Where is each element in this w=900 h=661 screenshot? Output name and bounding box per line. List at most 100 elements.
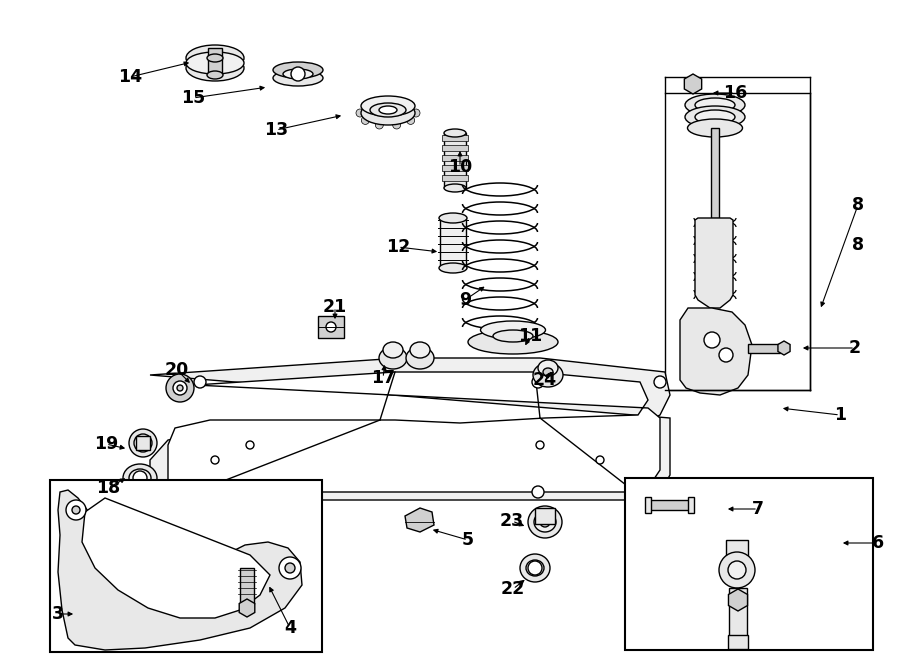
Ellipse shape: [134, 434, 152, 452]
Text: 19: 19: [94, 435, 118, 453]
Circle shape: [177, 385, 183, 391]
Text: 10: 10: [448, 158, 472, 176]
Bar: [318, 316, 344, 338]
Polygon shape: [680, 308, 752, 395]
Circle shape: [392, 121, 400, 129]
Bar: [645, 497, 651, 513]
Polygon shape: [58, 490, 302, 650]
Circle shape: [279, 557, 301, 579]
Text: 20: 20: [165, 361, 189, 379]
Ellipse shape: [383, 342, 403, 358]
Ellipse shape: [129, 469, 151, 487]
Ellipse shape: [186, 45, 244, 71]
Circle shape: [407, 116, 415, 124]
Ellipse shape: [685, 106, 745, 128]
Circle shape: [528, 561, 542, 575]
Text: 2: 2: [849, 339, 861, 357]
Ellipse shape: [439, 263, 467, 273]
Bar: [728, 635, 748, 649]
Bar: [748, 344, 780, 353]
Text: 15: 15: [181, 89, 205, 107]
Bar: [50, 480, 322, 652]
Text: 8: 8: [852, 236, 864, 254]
Bar: [208, 48, 222, 74]
Circle shape: [536, 441, 544, 449]
Ellipse shape: [444, 129, 466, 137]
Text: 5: 5: [462, 531, 474, 549]
Bar: [442, 165, 468, 171]
Polygon shape: [82, 498, 270, 618]
Circle shape: [407, 102, 415, 110]
Circle shape: [133, 471, 147, 485]
Bar: [444, 133, 466, 188]
Circle shape: [375, 97, 383, 105]
Bar: [136, 436, 150, 450]
Ellipse shape: [410, 342, 430, 358]
Ellipse shape: [688, 119, 742, 137]
Circle shape: [361, 102, 369, 110]
Circle shape: [173, 381, 187, 395]
Ellipse shape: [273, 62, 323, 78]
Bar: [442, 155, 468, 161]
Circle shape: [412, 109, 420, 117]
Circle shape: [392, 97, 400, 105]
Circle shape: [194, 486, 206, 498]
Circle shape: [194, 376, 206, 388]
Text: 22: 22: [501, 580, 525, 598]
Text: 23: 23: [500, 512, 524, 530]
Ellipse shape: [685, 94, 745, 116]
Circle shape: [326, 322, 336, 332]
Circle shape: [356, 109, 364, 117]
Text: 21: 21: [323, 298, 347, 316]
Bar: [535, 508, 555, 524]
Ellipse shape: [695, 110, 735, 124]
Circle shape: [285, 563, 295, 573]
Text: 8: 8: [852, 196, 864, 214]
Ellipse shape: [543, 368, 553, 376]
Ellipse shape: [534, 512, 556, 532]
Text: 17: 17: [371, 369, 395, 387]
Ellipse shape: [361, 101, 415, 125]
Bar: [442, 135, 468, 141]
Bar: [442, 145, 468, 151]
Circle shape: [728, 561, 746, 579]
Circle shape: [532, 376, 544, 388]
Text: 12: 12: [386, 238, 410, 256]
Ellipse shape: [361, 96, 415, 116]
Ellipse shape: [444, 184, 466, 192]
Ellipse shape: [379, 106, 397, 114]
Ellipse shape: [493, 330, 533, 342]
Polygon shape: [405, 508, 434, 532]
Circle shape: [688, 79, 698, 89]
Text: 14: 14: [118, 68, 142, 86]
Ellipse shape: [528, 506, 562, 538]
Text: 18: 18: [96, 479, 120, 497]
Bar: [442, 175, 468, 181]
Circle shape: [719, 552, 755, 588]
Ellipse shape: [439, 213, 467, 223]
Circle shape: [211, 456, 219, 464]
Text: 16: 16: [723, 84, 747, 102]
Text: 1: 1: [834, 406, 846, 424]
Polygon shape: [150, 358, 670, 500]
Ellipse shape: [406, 347, 434, 369]
Ellipse shape: [273, 70, 323, 86]
Bar: [440, 218, 466, 268]
Ellipse shape: [526, 560, 544, 576]
Ellipse shape: [283, 69, 313, 79]
Bar: [711, 128, 719, 218]
Ellipse shape: [481, 321, 545, 339]
Bar: [729, 588, 747, 638]
Ellipse shape: [186, 55, 244, 81]
Circle shape: [654, 376, 666, 388]
Ellipse shape: [533, 363, 563, 387]
Circle shape: [66, 500, 86, 520]
Ellipse shape: [139, 439, 147, 447]
Bar: [726, 540, 748, 570]
Text: 6: 6: [872, 534, 884, 552]
Bar: [625, 478, 873, 650]
Text: 13: 13: [264, 121, 288, 139]
Ellipse shape: [186, 52, 244, 74]
Ellipse shape: [123, 464, 157, 492]
Circle shape: [704, 332, 720, 348]
